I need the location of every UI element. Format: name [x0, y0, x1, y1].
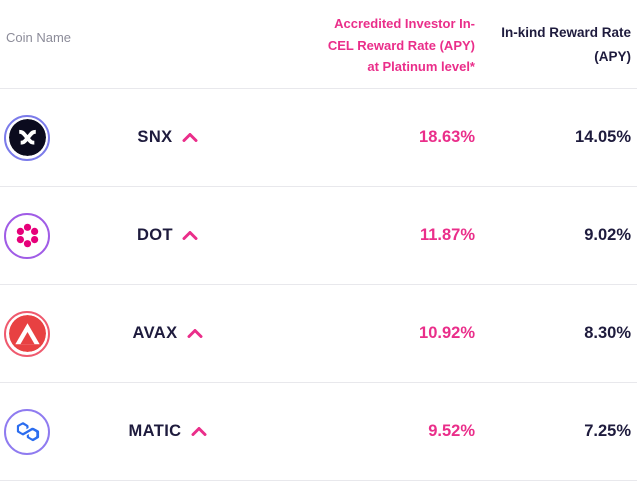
column-header-cel-reward-rate: Accredited Investor In- CEL Reward Rate … — [285, 0, 475, 78]
coin-symbol: SNX — [137, 128, 173, 146]
cel-reward-rate: 11.87% — [419, 226, 475, 244]
cel-reward-rate: 10.92% — [419, 324, 475, 342]
inkind-reward-rate: 8.30% — [584, 324, 631, 342]
column-header-inkind-reward-rate: In-kind Reward Rate (APY) — [475, 0, 631, 69]
coin-row-dot[interactable]: DOT 11.87% 9.02% — [0, 187, 637, 285]
inkind-header-line: In-kind Reward Rate — [501, 25, 631, 40]
chevron-up-icon[interactable] — [182, 231, 198, 240]
inkind-header-line: (APY) — [594, 49, 631, 64]
coin-cell: MATIC — [4, 408, 285, 455]
coin-name-group: DOT — [50, 226, 285, 245]
inkind-reward-rate: 14.05% — [575, 128, 631, 146]
chevron-up-icon[interactable] — [182, 133, 198, 142]
coin-row-avax[interactable]: AVAX 10.92% 8.30% — [0, 285, 637, 383]
coin-cell: SNX — [4, 114, 285, 161]
coin-symbol: MATIC — [128, 422, 182, 440]
coin-name-group: SNX — [50, 128, 285, 147]
snx-coin-icon — [4, 114, 50, 161]
coin-symbol: DOT — [136, 226, 174, 244]
cel-header-line: CEL Reward Rate (APY) — [327, 37, 475, 53]
inkind-reward-rate: 9.02% — [584, 226, 631, 244]
column-header-coin-name: Coin Name — [6, 30, 72, 45]
matic-coin-icon — [4, 408, 50, 455]
coin-row-snx[interactable]: SNX 18.63% 14.05% — [0, 89, 637, 187]
cel-reward-rate: 9.52% — [428, 422, 475, 440]
inkind-reward-rate: 7.25% — [584, 422, 631, 440]
cel-header-line: at Platinum level* — [367, 59, 475, 74]
table-header: Coin Name Accredited Investor In- CEL Re… — [0, 0, 637, 89]
chevron-up-icon[interactable] — [187, 329, 203, 338]
coin-cell: DOT — [4, 212, 285, 259]
coin-name-group: MATIC — [50, 422, 285, 441]
coin-symbol: AVAX — [132, 324, 178, 342]
coin-row-matic[interactable]: MATIC 9.52% 7.25% — [0, 383, 637, 481]
dot-coin-icon — [4, 212, 50, 259]
cel-header-line: Accredited Investor In- — [334, 16, 475, 31]
cel-reward-rate: 18.63% — [419, 128, 475, 146]
coin-name-group: AVAX — [50, 324, 285, 343]
avax-coin-icon — [4, 310, 50, 357]
coin-cell: AVAX — [4, 310, 285, 357]
chevron-up-icon[interactable] — [191, 427, 207, 436]
